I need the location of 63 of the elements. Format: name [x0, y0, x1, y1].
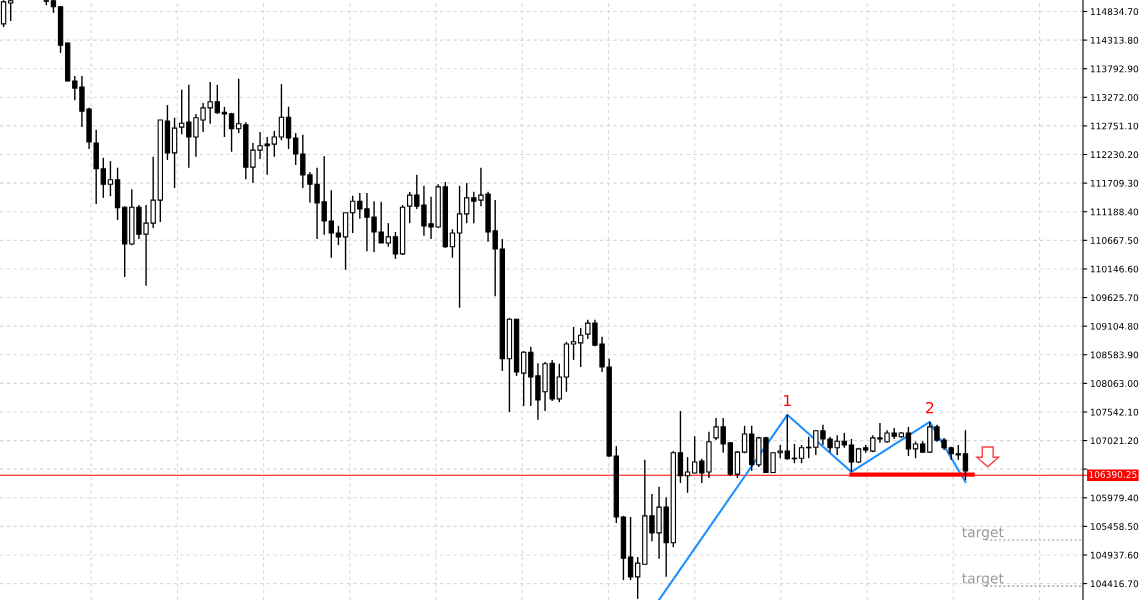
y-tick-label: 112230.20: [1090, 151, 1139, 159]
ref-line-label: 106390.25: [1089, 471, 1137, 478]
candlestick: [349, 195, 356, 234]
y-tick-label: 107542.10: [1090, 408, 1139, 416]
candlestick: [221, 106, 228, 138]
y-tick-label: 114313.80: [1090, 36, 1139, 44]
y-tick-label: 104416.70: [1090, 580, 1139, 588]
candlestick: [228, 112, 235, 153]
y-tick-label: 111709.30: [1090, 179, 1139, 187]
candlestick: [570, 326, 577, 361]
candlestick: [449, 228, 456, 259]
y-tick-label: 105979.40: [1090, 494, 1139, 502]
y-tick-label: 104937.60: [1090, 551, 1139, 559]
candlestick: [798, 444, 805, 464]
annotation: 2: [926, 401, 934, 414]
candlestick: [178, 89, 185, 135]
candlestick: [627, 516, 634, 581]
ref-line-label: target: [962, 573, 1004, 587]
candlestick: [577, 327, 584, 368]
candlestick: [0, 0, 7, 28]
candlestick: [456, 185, 463, 309]
candlestick: [741, 425, 748, 454]
candlestick: [7, 0, 14, 22]
candlestick: [406, 191, 413, 224]
candlestick: [691, 435, 698, 475]
candlestick: [784, 414, 791, 461]
annotation: 1: [784, 394, 791, 407]
candlestick: [848, 438, 855, 473]
candlestick: [463, 182, 470, 224]
candlestick: [385, 222, 392, 248]
candlestick: [677, 410, 684, 484]
candlestick: [100, 157, 107, 199]
y-tick-label: 108063.00: [1090, 380, 1139, 387]
y-tick-label: 113272.00: [1090, 94, 1139, 101]
y-tick-label: 109625.70: [1090, 294, 1139, 302]
candlestick: [392, 231, 399, 260]
candlestick: [905, 426, 912, 457]
candlestick: [684, 456, 691, 494]
y-tick-label: 109104.80: [1090, 322, 1139, 330]
candlestick: [335, 225, 342, 246]
candlestick: [328, 189, 335, 259]
candlestick: [556, 363, 563, 403]
candlestick: [235, 78, 242, 134]
candlestick: [292, 132, 299, 166]
candlestick: [734, 450, 741, 479]
candlestick: [520, 350, 527, 407]
candlestick: [271, 130, 278, 158]
ref-line-label: target: [962, 527, 1004, 541]
candlestick: [214, 84, 221, 115]
y-tick-label: 112751.10: [1090, 122, 1139, 130]
y-tick-label: 105458.50: [1090, 523, 1139, 530]
candlestick: [278, 83, 285, 141]
candlestick: [634, 556, 641, 600]
y-tick-label: 110146.60: [1090, 265, 1139, 273]
y-tick-label: 110667.50: [1090, 237, 1139, 244]
y-tick-label: 107021.20: [1090, 437, 1139, 445]
candlestick: [285, 106, 292, 150]
y-tick-label: 111188.40: [1090, 208, 1139, 216]
candlestick: [107, 160, 114, 197]
y-tick-label: 114834.70: [1090, 8, 1139, 16]
y-tick-label: 108583.90: [1090, 351, 1139, 359]
candlestick: [962, 429, 969, 481]
y-tick-label: 113792.90: [1090, 65, 1139, 73]
